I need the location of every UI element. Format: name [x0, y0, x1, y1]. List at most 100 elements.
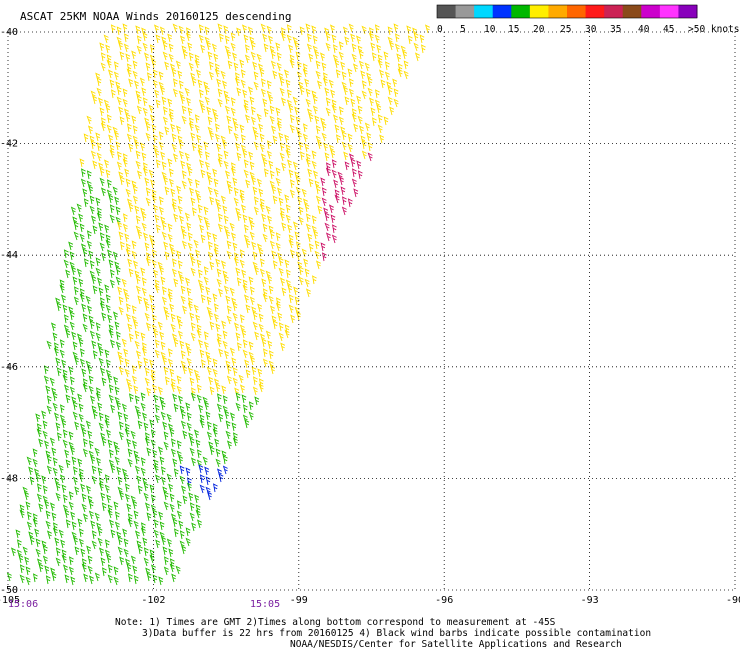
wind-barb — [212, 423, 218, 433]
wind-barb — [281, 222, 287, 232]
wind-barb — [171, 143, 177, 153]
wind-barb — [223, 25, 229, 35]
wind-barb — [108, 394, 114, 404]
wind-barb — [186, 222, 192, 232]
wind-barb — [182, 230, 187, 240]
wind-barb — [206, 296, 212, 306]
wind-barb — [118, 296, 124, 306]
wind-barb — [195, 509, 201, 519]
wind-barb — [55, 492, 61, 502]
wind-barb — [87, 365, 93, 375]
wind-barb — [137, 230, 143, 240]
wind-barb — [406, 25, 412, 35]
wind-barb — [355, 35, 361, 45]
wind-barb — [288, 239, 294, 249]
wind-barb — [413, 42, 419, 52]
wind-barb — [358, 60, 364, 70]
wind-barb — [25, 576, 31, 586]
wind-barb — [279, 152, 285, 162]
wind-barb — [322, 77, 328, 87]
wind-barb — [159, 196, 164, 206]
wind-barb — [105, 429, 111, 439]
wind-barb — [114, 446, 120, 456]
wind-barb — [241, 394, 247, 404]
wind-barb — [45, 575, 51, 585]
wind-barb — [284, 324, 290, 334]
wind-barb — [36, 493, 42, 503]
wind-barb — [35, 413, 41, 423]
wind-barb — [180, 350, 186, 360]
wind-barb — [311, 150, 317, 160]
wind-barb — [119, 176, 125, 186]
wind-barb — [158, 266, 164, 276]
wind-barb — [325, 32, 331, 42]
wind-barb — [311, 25, 317, 35]
wind-barb — [262, 223, 268, 233]
wind-barb — [252, 311, 258, 321]
wind-barb — [248, 276, 254, 286]
wind-barb — [132, 125, 138, 135]
wind-barb — [377, 124, 383, 134]
wind-barb — [146, 572, 152, 582]
wind-barb — [38, 563, 44, 573]
wind-barb — [189, 377, 195, 387]
wind-barb — [304, 78, 310, 88]
wind-barb — [263, 348, 268, 358]
wind-barb — [249, 231, 255, 241]
wind-barb — [72, 536, 78, 546]
wind-barb — [175, 125, 181, 135]
wind-barb — [258, 313, 264, 323]
wind-barb — [113, 501, 119, 511]
wind-barb — [163, 431, 169, 441]
wind-barb — [189, 512, 195, 522]
wind-barb — [223, 285, 229, 295]
wind-barb — [184, 87, 190, 97]
wind-barb — [290, 314, 296, 324]
wind-barb — [262, 358, 268, 368]
legend-label: 0 — [437, 24, 443, 35]
wind-barb — [351, 43, 357, 53]
wind-barb — [135, 215, 141, 225]
wind-barb — [334, 59, 340, 69]
wind-barb — [325, 167, 331, 177]
wind-barb — [146, 387, 152, 397]
wind-barb — [80, 548, 86, 558]
wind-barb — [281, 287, 287, 297]
wind-barb — [286, 34, 292, 44]
wind-barb — [217, 288, 223, 298]
wind-barb — [70, 266, 76, 276]
wind-barb — [279, 277, 285, 287]
wind-barb — [33, 573, 38, 583]
wind-barb — [38, 503, 44, 513]
wind-barb — [217, 393, 222, 403]
wind-barb — [148, 104, 154, 114]
wind-barb — [302, 68, 308, 78]
wind-barb — [198, 269, 203, 279]
wind-barb — [60, 404, 65, 414]
wind-barb — [99, 232, 105, 242]
wind-barb — [253, 266, 259, 276]
wind-barb — [252, 386, 258, 396]
wind-barb — [81, 428, 87, 438]
wind-barb — [124, 368, 130, 378]
wind-barb — [168, 113, 174, 123]
wind-barb — [225, 420, 231, 430]
wind-barb — [239, 124, 245, 134]
wind-barb — [216, 278, 222, 288]
wind-barb — [141, 212, 147, 222]
wind-barb — [134, 205, 140, 215]
wind-barb — [258, 378, 264, 388]
wind-barb — [86, 545, 92, 555]
wind-barb — [143, 482, 149, 492]
wind-barb — [341, 131, 347, 141]
wind-barb — [104, 484, 110, 494]
wind-barb — [188, 52, 194, 62]
wind-barb — [173, 468, 179, 478]
wind-barb — [105, 104, 111, 114]
wind-barb — [268, 95, 274, 105]
wind-barb — [79, 158, 85, 168]
wind-barb — [257, 303, 263, 313]
wind-barb — [385, 61, 390, 71]
wind-barb — [76, 203, 82, 213]
wind-barb — [64, 449, 70, 459]
